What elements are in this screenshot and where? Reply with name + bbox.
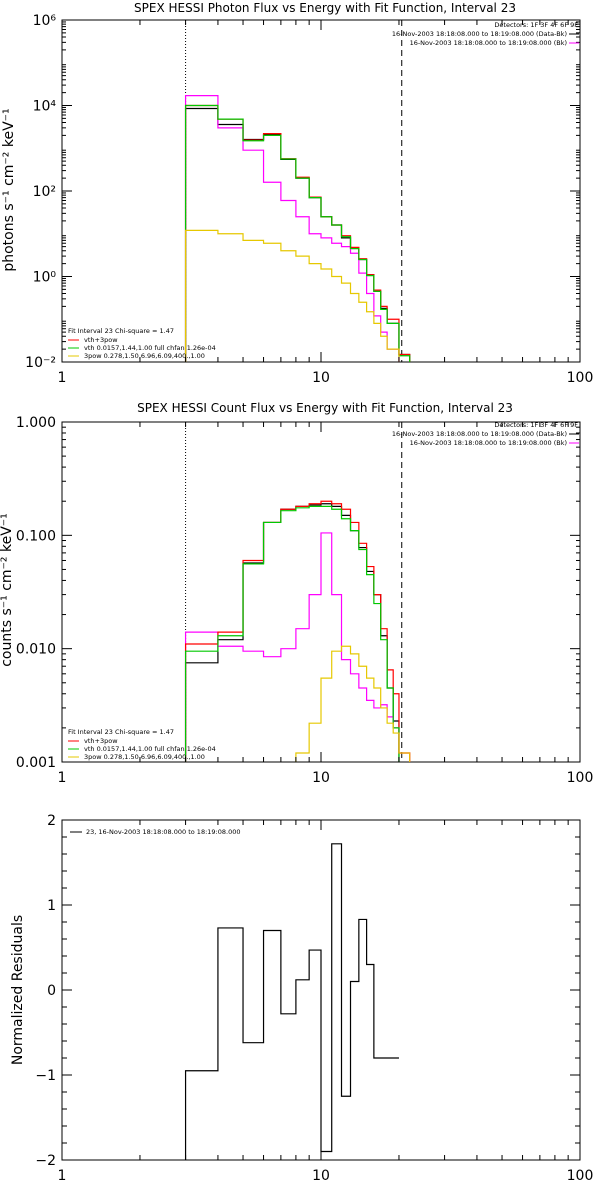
y-tick-label: 0.001: [16, 755, 56, 771]
panel-count-flux: SPEX HESSI Count Flux vs Energy with Fit…: [0, 401, 594, 786]
y-tick-label: 10⁴: [33, 99, 57, 115]
y-tick-label: 0: [47, 983, 56, 999]
series-3pow: [184, 229, 400, 362]
legend-top-right: Detectors: 1F 3F 4F 6F 9F 16-Nov-2003 18…: [392, 421, 579, 447]
y-tick-label: 1: [47, 898, 56, 914]
y-tick-label: 10²: [33, 184, 56, 200]
plot-frame: [61, 19, 581, 363]
legend-vth3pow: vth+3pow: [84, 737, 118, 745]
legend-bottom-left: Fit Interval 23 Chi-square = 1.47 vth+3p…: [68, 728, 216, 761]
y-tick-label: 0.100: [16, 528, 56, 544]
panel-photon-flux: SPEX HESSI Photon Flux vs Energy with Fi…: [1, 1, 593, 386]
legend-vth3pow: vth+3pow: [84, 336, 118, 344]
panel-residuals: Normalized Residuals 1 10 100 −2 −1 0 1 2 23, 1…: [10, 813, 593, 1184]
legend-bk: 16-Nov-2003 18:18:08.000 to 18:19:08.000…: [410, 39, 567, 47]
x-tick-label: 100: [567, 1168, 594, 1184]
x-tick-label: 100: [567, 770, 594, 786]
legend-data-bk: 16-Nov-2003 18:18:08.000 to 18:19:08.000…: [392, 430, 567, 438]
legend-3pow: 3pow 0.278,1.50,6.96,6.09,400.,1.00: [84, 753, 205, 761]
y-axis-label: counts s⁻¹ cm⁻² keV⁻¹: [0, 513, 15, 667]
series-vth: [184, 505, 400, 762]
legend-vth: vth 0.0157,1.44,1.00 full chfan 1.26e-04: [84, 344, 216, 352]
chart-title: SPEX HESSI Photon Flux vs Energy with Fi…: [134, 1, 516, 15]
y-tick-label: 10⁶: [33, 13, 57, 29]
x-tick-label: 1: [58, 1168, 67, 1184]
series-bk: [184, 532, 411, 762]
y-tick-label: −2: [35, 1153, 56, 1169]
series-vth: [184, 104, 411, 362]
legend-3pow: 3pow 0.278,1.50,6.96,6.09,400.,1.00: [84, 352, 205, 360]
legend-top-right: Detectors: 1F 3F 4F 6F 9F 16-Nov-2003 18…: [392, 21, 579, 47]
legend-fit-info: Fit Interval 23 Chi-square = 1.47: [68, 728, 174, 736]
x-tick-label: 1: [58, 370, 67, 386]
chart-title: SPEX HESSI Count Flux vs Energy with Fit…: [137, 401, 513, 415]
legend: 23, 16-Nov-2003 18:18:08.000 to 18:19:08…: [70, 828, 240, 836]
legend-residuals: 23, 16-Nov-2003 18:18:08.000 to 18:19:08…: [86, 828, 240, 836]
legend-detectors: Detectors: 1F 3F 4F 6F 9F: [494, 21, 578, 29]
y-tick-label: 10⁰: [33, 270, 57, 286]
series-23-16-nov-2003-18-18-08-000-to-18-19-08-000: [184, 843, 399, 1160]
y-tick-label: 0.010: [16, 642, 56, 658]
x-tick-label: 100: [567, 370, 594, 386]
y-axis-label: Normalized Residuals: [10, 915, 26, 1065]
legend-bk: 16-Nov-2003 18:18:08.000 to 18:19:08.000…: [410, 439, 567, 447]
x-tick-label: 10: [312, 370, 330, 386]
legend-bottom-left: Fit Interval 23 Chi-square = 1.47 vth+3p…: [68, 327, 216, 360]
series-vth-3pow: [184, 500, 411, 762]
y-axis-label: photons s⁻¹ cm⁻² keV⁻¹: [1, 108, 17, 271]
y-tick-label: 10⁻²: [25, 355, 56, 371]
legend-fit-info: Fit Interval 23 Chi-square = 1.47: [68, 327, 174, 335]
y-tick-label: −1: [35, 1068, 56, 1084]
x-tick-label: 10: [312, 1168, 330, 1184]
series-bk: [184, 95, 400, 362]
legend-vth: vth 0.0157,1.44,1.00 full chfan 1.26e-04: [84, 745, 216, 753]
legend-data-bk: 16-Nov-2003 18:18:08.000 to 18:19:08.000…: [392, 30, 567, 38]
x-tick-label: 1: [58, 770, 67, 786]
series-3pow: [295, 645, 411, 762]
legend-detectors: Detectors: 1F 3F 4F 6F 9F: [494, 421, 578, 429]
y-tick-label: 2: [47, 813, 56, 829]
y-tick-label: 1.000: [16, 415, 56, 431]
x-tick-label: 10: [312, 770, 330, 786]
